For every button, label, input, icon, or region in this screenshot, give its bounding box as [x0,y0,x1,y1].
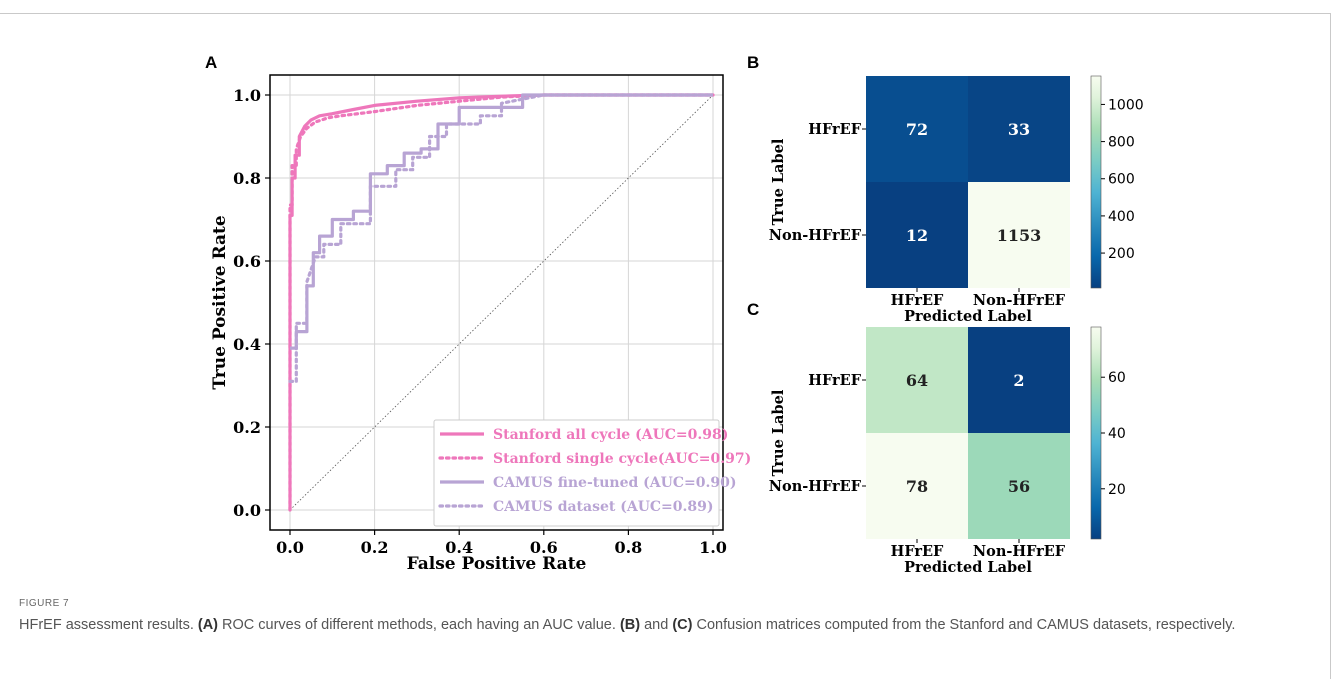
roc-y-tick-label: 0.0 [233,501,261,520]
roc-legend: Stanford all cycle (AUC=0.98) Stanford si… [433,419,751,527]
caption-segment: and [640,617,673,633]
cm-c-y-axis-label: True Label [770,389,787,476]
roc-x-axis-label: False Positive Rate [407,554,587,574]
cm-c-cell-value: 64 [906,371,928,390]
roc-series-line-2 [288,93,715,512]
roc-series-line-4 [288,93,715,383]
cm-b-colorbar-tick-label: 400 [1108,209,1135,225]
cm-b-cell-value: 72 [906,120,928,139]
roc-legend-entry: Stanford all cycle (AUC=0.98) [493,427,728,443]
cm-c-colorbar-tick-label: 20 [1108,482,1126,498]
caption-segment: HFrEF assessment results. [19,617,198,633]
panel-label-a: A [205,53,217,72]
cm-b-col-label: HFrEF [891,292,944,309]
cm-b-row-label: Non-HFrEF [769,227,862,244]
panel-label-b: B [747,53,759,72]
cm-b-colorbar-tick-label: 200 [1108,246,1135,262]
cm-b-cell [968,76,1070,182]
roc-plot-frame [269,74,724,531]
cm-c-row-label: Non-HFrEF [769,478,862,495]
roc-legend-box [433,419,720,527]
panel-label-c: C [747,300,759,319]
roc-series-line-3 [290,93,713,350]
cm-b-cell [866,182,968,288]
roc-legend-entry: CAMUS fine-tuned (AUC=0.90) [493,475,736,491]
figure-caption: FIGURE 7 HFrEF assessment results. (A) R… [19,598,1309,636]
cm-b-cell [968,182,1070,288]
cm-c-cell-value: 2 [1013,371,1024,390]
cm-c-cell [968,433,1070,539]
caption-segment: (C) [672,617,693,633]
roc-x-tick-label: 0.2 [361,538,389,557]
roc-diagonal-reference [289,94,714,511]
cm-b-x-axis-label: Predicted Label [904,308,1032,325]
roc-x-ticks: 0.0 0.2 0.4 0.6 0.8 1.0 [276,530,727,557]
roc-x-tick-label: 1.0 [699,538,727,557]
cm-c-colorbar-tick-label: 60 [1108,370,1126,386]
cm-b-cell-value: 12 [906,226,928,245]
cm-b-cell-value: 1153 [997,226,1042,245]
roc-y-tick-label: 0.4 [233,335,261,354]
cm-c-colorbar [1090,326,1102,540]
figure-number: FIGURE 7 [19,598,70,609]
cm-b-colorbar [1090,75,1102,289]
caption-segment: (A) [197,617,219,633]
cm-c-x-axis-label: Predicted Label [904,559,1032,576]
caption-segment: Confusion matrices computed from the Sta… [692,617,1236,633]
roc-x-tick-label: 0.0 [276,538,304,557]
cm-c-cell [968,327,1070,433]
roc-y-tick-label: 0.6 [233,252,261,271]
cm-b-colorbar-tick-label: 600 [1108,172,1135,188]
roc-y-ticks: 0.0 0.2 0.4 0.6 0.8 1.0 [233,86,270,520]
top-border [0,13,1331,14]
caption-text: HFrEF assessment results. (A) ROC curves… [19,615,1309,636]
cm-b-col-label: Non-HFrEF [973,292,1066,309]
roc-chart: 0.0 0.2 0.4 0.6 0.8 1.0 0.0 0.2 0.4 0.6 0.8 1.0 Fa… [210,74,751,574]
cm-c-colorbar-tick-label: 40 [1108,426,1126,442]
cm-c-col-label: HFrEF [891,543,944,560]
cm-b-colorbar-tick-label: 800 [1108,135,1135,151]
cm-c-row-label: HFrEF [808,372,861,389]
cm-c-cell [866,327,968,433]
cm-b-cell-value: 33 [1008,120,1030,139]
cm-c-cell-value: 78 [906,477,928,496]
cm-b-colorbar-tick-label: 1000 [1108,97,1144,113]
roc-x-tick-label: 0.6 [530,538,558,557]
cm-c-cell [866,433,968,539]
cm-b-cell [866,76,968,182]
roc-y-axis-label: True Positive Rate [210,215,230,389]
roc-series-group [288,93,715,512]
cm-c-cell-value: 56 [1008,477,1030,496]
cm-b-row-label: HFrEF [808,121,861,138]
cm-b-y-axis-label: True Label [770,138,787,225]
figure-canvas: A B C 0.0 0.2 0.4 0.6 0.8 1.0 0.0 0.2 0.4 0.6 0.8… [205,53,1144,576]
roc-x-tick-label: 0.4 [445,538,473,557]
caption-segment: ROC curves of different methods, each ha… [218,617,620,633]
roc-y-tick-label: 1.0 [233,86,261,105]
cm-c-col-label: Non-HFrEF [973,543,1066,560]
caption-segment: (B) [619,617,641,633]
roc-legend-entry: Stanford single cycle(AUC=0.97) [493,451,751,467]
roc-legend-entry: CAMUS dataset (AUC=0.89) [493,499,714,515]
roc-y-tick-label: 0.8 [233,169,261,188]
roc-x-tick-label: 0.8 [614,538,642,557]
roc-y-tick-label: 0.2 [233,418,261,437]
